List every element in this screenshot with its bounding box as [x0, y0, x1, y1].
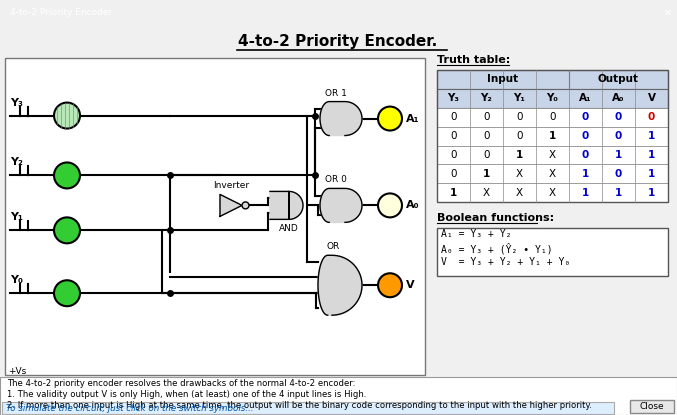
Circle shape	[378, 107, 402, 131]
Text: X: X	[549, 150, 556, 160]
Text: X: X	[516, 169, 523, 179]
Text: Output: Output	[598, 74, 639, 84]
FancyBboxPatch shape	[5, 58, 425, 375]
Circle shape	[54, 103, 80, 129]
Text: Y₃: Y₃	[10, 98, 23, 107]
FancyBboxPatch shape	[437, 164, 668, 183]
Text: 1: 1	[648, 188, 655, 198]
Text: AND: AND	[279, 225, 299, 233]
Text: +Vs: +Vs	[8, 366, 26, 376]
Text: 1: 1	[648, 169, 655, 179]
Text: 4-to-2 Priority Encoder: 4-to-2 Priority Encoder	[10, 8, 112, 17]
Text: Close: Close	[640, 402, 664, 411]
Circle shape	[242, 202, 249, 209]
Text: 1: 1	[516, 150, 523, 160]
Circle shape	[54, 280, 80, 306]
Text: The 4-to-2 priority encoder resolves the drawbacks of the normal 4-to-2 encoder:: The 4-to-2 priority encoder resolves the…	[7, 378, 355, 388]
Text: 0: 0	[450, 131, 457, 141]
Text: A₁ = Y₃ + Y₂: A₁ = Y₃ + Y₂	[441, 229, 512, 239]
Text: OR 0: OR 0	[325, 176, 347, 184]
Polygon shape	[220, 194, 242, 216]
Text: 0: 0	[517, 112, 523, 122]
Circle shape	[54, 217, 80, 243]
Text: 0: 0	[450, 112, 457, 122]
Polygon shape	[320, 188, 362, 222]
FancyBboxPatch shape	[437, 146, 668, 164]
Text: 0: 0	[615, 169, 622, 179]
Text: A₁: A₁	[580, 93, 592, 103]
FancyBboxPatch shape	[437, 89, 668, 107]
Text: 0: 0	[483, 131, 489, 141]
Text: 0: 0	[615, 112, 622, 122]
Text: 1: 1	[648, 150, 655, 160]
Text: Inverter: Inverter	[213, 181, 249, 190]
Text: X: X	[516, 188, 523, 198]
Text: 0: 0	[517, 131, 523, 141]
Text: 1: 1	[648, 131, 655, 141]
Text: Y₁: Y₁	[10, 212, 23, 222]
Text: Input: Input	[487, 74, 519, 84]
Text: Boolean functions:: Boolean functions:	[437, 213, 554, 223]
FancyBboxPatch shape	[437, 228, 668, 276]
Text: OR: OR	[327, 242, 340, 251]
FancyBboxPatch shape	[630, 400, 674, 413]
Text: 4-to-2 Priority Encoder.: 4-to-2 Priority Encoder.	[238, 34, 437, 49]
Text: OR 1: OR 1	[325, 88, 347, 98]
Text: A₀: A₀	[612, 93, 625, 103]
Text: X: X	[549, 188, 556, 198]
Text: 0: 0	[483, 112, 489, 122]
FancyBboxPatch shape	[437, 183, 668, 203]
Text: ✕: ✕	[664, 8, 672, 18]
Text: V  = Y₃ + Y₂ + Y₁ + Y₀: V = Y₃ + Y₂ + Y₁ + Y₀	[441, 257, 570, 267]
Text: 1: 1	[582, 188, 589, 198]
Text: 0: 0	[615, 131, 622, 141]
Polygon shape	[270, 191, 303, 220]
Text: Y₁: Y₁	[514, 93, 525, 103]
Circle shape	[378, 273, 402, 297]
Circle shape	[378, 193, 402, 217]
Text: 1: 1	[549, 131, 556, 141]
Text: 0: 0	[582, 150, 589, 160]
Text: V: V	[647, 93, 655, 103]
Text: 0: 0	[582, 112, 589, 122]
Polygon shape	[318, 255, 362, 315]
Text: 0: 0	[549, 112, 556, 122]
Text: 0: 0	[483, 150, 489, 160]
Text: X: X	[483, 188, 490, 198]
Text: To simulate the circuit, just click on the switch symbols...: To simulate the circuit, just click on t…	[6, 403, 253, 413]
Text: 1. The validity output V is only High, when (at least) one of the 4 input lines : 1. The validity output V is only High, w…	[7, 390, 366, 398]
Text: 1: 1	[450, 188, 457, 198]
Text: A₁: A₁	[406, 114, 420, 124]
Text: Y₂: Y₂	[481, 93, 492, 103]
Text: X: X	[549, 169, 556, 179]
Text: 0: 0	[450, 150, 457, 160]
Text: Y₀: Y₀	[10, 275, 23, 285]
Text: A₀ = Y₃ + (Ŷ₂ • Y₁): A₀ = Y₃ + (Ŷ₂ • Y₁)	[441, 242, 552, 254]
FancyBboxPatch shape	[0, 377, 677, 415]
Polygon shape	[320, 102, 362, 136]
FancyBboxPatch shape	[437, 127, 668, 146]
FancyBboxPatch shape	[2, 402, 614, 414]
Text: A₀: A₀	[406, 200, 420, 210]
Text: 0: 0	[648, 112, 655, 122]
Text: 1: 1	[615, 188, 622, 198]
Text: Y₂: Y₂	[10, 157, 23, 168]
Text: 1: 1	[483, 169, 490, 179]
Text: 0: 0	[582, 131, 589, 141]
Text: Y₃: Y₃	[447, 93, 460, 103]
Text: 1: 1	[615, 150, 622, 160]
Text: Truth table:: Truth table:	[437, 55, 510, 65]
Text: Y₀: Y₀	[546, 93, 559, 103]
Text: 1: 1	[582, 169, 589, 179]
Text: 2. If more than one input is High at the same time, the output will be the binar: 2. If more than one input is High at the…	[7, 400, 592, 410]
Text: V: V	[406, 280, 414, 290]
Circle shape	[54, 163, 80, 188]
FancyBboxPatch shape	[437, 70, 668, 89]
FancyBboxPatch shape	[437, 107, 668, 127]
Text: 0: 0	[450, 169, 457, 179]
